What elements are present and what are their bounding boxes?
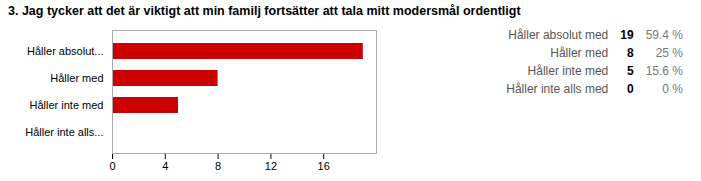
svg-text:4: 4 <box>162 160 168 172</box>
svg-text:8: 8 <box>215 160 221 172</box>
html-text:Håller inte med: Håller inte med <box>527 63 609 78</box>
svg-text:12: 12 <box>265 160 277 172</box>
html-text:25 %: 25 % <box>655 45 683 60</box>
html-text:Håller med: Håller med <box>550 45 609 60</box>
html-text:Håller inte alls med: Håller inte alls med <box>506 81 609 96</box>
html-text:5: 5 <box>627 63 634 78</box>
html-text:0 %: 0 % <box>662 81 683 96</box>
svg-text:0: 0 <box>109 160 115 172</box>
html-text:3. Jag tycker att det är vikti: 3. Jag tycker att det är viktigt att min… <box>8 4 521 18</box>
svg-text:Håller inte alls...: Håller inte alls... <box>25 126 103 138</box>
svg-text:Håller inte med: Håller inte med <box>30 99 104 111</box>
html-text:15.6 %: 15.6 % <box>645 63 683 78</box>
svg-text:16: 16 <box>318 160 330 172</box>
html-text:Håller absolut med: Håller absolut med <box>508 27 609 42</box>
svg-text:Håller absolut...: Håller absolut... <box>27 45 103 57</box>
svg-text:Håller med: Håller med <box>50 72 103 84</box>
html-text:0: 0 <box>627 81 634 96</box>
html-text:19: 19 <box>620 27 634 42</box>
html-text:8: 8 <box>627 45 634 60</box>
html-text:59.4 %: 59.4 % <box>645 27 683 42</box>
